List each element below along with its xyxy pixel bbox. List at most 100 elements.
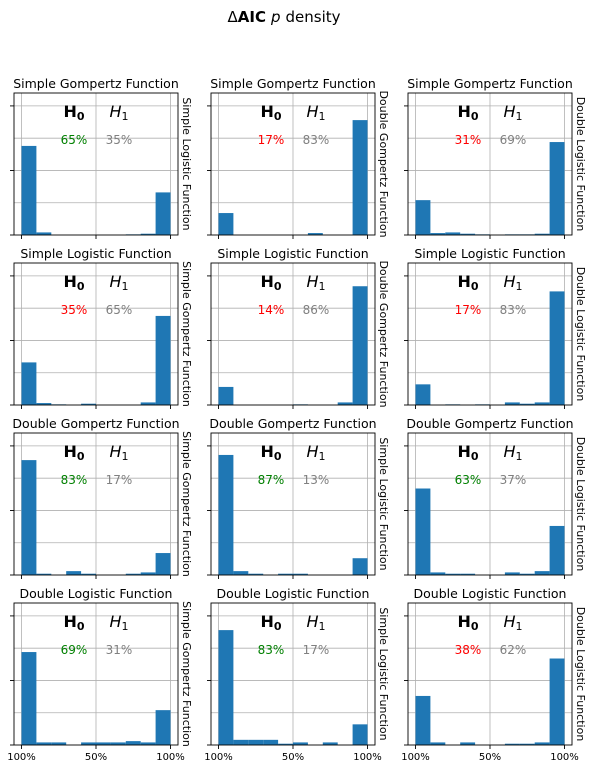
h0-subscript: 0 bbox=[274, 110, 282, 123]
panel-side-label: Simple Gompertz Function bbox=[180, 601, 193, 747]
h0-letter: H bbox=[63, 102, 76, 121]
histogram-bar bbox=[430, 742, 446, 745]
h0-percent: 83% bbox=[61, 473, 88, 487]
h0-letter: H bbox=[63, 612, 76, 631]
histogram-bar bbox=[81, 742, 96, 745]
h1-letter: H bbox=[109, 612, 121, 631]
histogram-bar bbox=[352, 286, 368, 405]
h0-letter: H bbox=[260, 272, 273, 291]
histogram-bar bbox=[293, 573, 308, 575]
h1-letter: H bbox=[503, 102, 515, 121]
h0-subscript: 0 bbox=[77, 280, 85, 293]
panel-side-label: Simple Gompertz Function bbox=[180, 431, 193, 577]
h0-label: H0 bbox=[457, 272, 478, 293]
h1-label: H1 bbox=[109, 442, 128, 463]
h1-percent: 31% bbox=[106, 643, 133, 657]
h0-subscript: 0 bbox=[77, 110, 85, 123]
panel-title: Simple Gompertz Function bbox=[13, 76, 179, 91]
h0-label: H0 bbox=[63, 612, 84, 633]
histogram-bar bbox=[307, 233, 323, 235]
h0-subscript: 0 bbox=[77, 450, 85, 463]
h0-letter: H bbox=[260, 102, 273, 121]
h1-label: H1 bbox=[109, 612, 128, 633]
h0-letter: H bbox=[457, 612, 470, 631]
h0-percent: 31% bbox=[455, 133, 482, 147]
panel: Simple Logistic Function Double Logistic … bbox=[404, 246, 587, 409]
histogram-bar bbox=[504, 572, 520, 575]
h1-label: H1 bbox=[503, 612, 522, 633]
panel-side-label: Simple Gompertz Function bbox=[180, 261, 193, 407]
h0-subscript: 0 bbox=[471, 620, 479, 633]
h1-subscript: 1 bbox=[319, 620, 326, 633]
h1-label: H1 bbox=[503, 442, 522, 463]
histogram-bar bbox=[337, 402, 353, 405]
h0-subscript: 0 bbox=[77, 620, 85, 633]
figure-title: ΔAIC p density bbox=[228, 8, 341, 26]
histogram-bar bbox=[460, 742, 476, 745]
h0-subscript: 0 bbox=[274, 280, 282, 293]
h0-percent: 65% bbox=[61, 133, 88, 147]
x-tick-label: 50% bbox=[282, 752, 304, 763]
h0-percent: 87% bbox=[258, 473, 285, 487]
histogram-bar bbox=[504, 743, 520, 745]
histogram-bar bbox=[155, 315, 171, 405]
h0-label: H0 bbox=[260, 442, 281, 463]
histogram-bar bbox=[51, 742, 67, 745]
histogram-bar bbox=[549, 291, 565, 405]
histogram-bar bbox=[248, 739, 264, 745]
histogram-bar bbox=[534, 742, 550, 745]
panel-title: Simple Logistic Function bbox=[414, 246, 565, 261]
x-tick-label: 100% bbox=[204, 752, 233, 763]
histogram-bar bbox=[36, 232, 52, 235]
title-aic: AIC bbox=[238, 8, 266, 26]
histogram-bar bbox=[36, 403, 52, 405]
h0-letter: H bbox=[63, 442, 76, 461]
h0-label: H0 bbox=[457, 612, 478, 633]
histogram-bar bbox=[125, 741, 141, 745]
h1-subscript: 1 bbox=[319, 110, 326, 123]
h0-letter: H bbox=[457, 272, 470, 291]
histogram-bar bbox=[21, 460, 37, 575]
histogram-bar bbox=[430, 233, 446, 235]
h1-letter: H bbox=[306, 612, 318, 631]
histogram-bar bbox=[233, 739, 249, 745]
panel: 100% 50% 100% Double Logistic Function Simpl… bbox=[204, 586, 390, 763]
histogram-bar bbox=[96, 742, 111, 745]
h0-percent: 69% bbox=[61, 643, 88, 657]
histogram-bar bbox=[352, 558, 368, 575]
h1-label: H1 bbox=[306, 272, 325, 293]
histogram-bar bbox=[278, 573, 293, 575]
h1-percent: 83% bbox=[303, 133, 330, 147]
h0-subscript: 0 bbox=[274, 450, 282, 463]
panel-side-label: Double Logistic Function bbox=[574, 437, 587, 572]
h0-percent: 38% bbox=[455, 643, 482, 657]
histogram-bar bbox=[21, 652, 37, 745]
h0-percent: 17% bbox=[455, 303, 482, 317]
panel: Simple Logistic Function Double Gompertz … bbox=[207, 246, 390, 409]
title-density: density bbox=[286, 8, 341, 26]
h1-letter: H bbox=[109, 102, 121, 121]
h1-percent: 83% bbox=[500, 303, 527, 317]
histogram-bar bbox=[218, 454, 234, 575]
histogram-bar bbox=[322, 742, 338, 745]
histogram-bar bbox=[21, 362, 37, 405]
histogram-bar bbox=[549, 658, 565, 745]
h1-percent: 62% bbox=[500, 643, 527, 657]
h0-percent: 14% bbox=[258, 303, 285, 317]
h0-label: H0 bbox=[63, 102, 84, 123]
h1-subscript: 1 bbox=[516, 450, 523, 463]
h1-percent: 86% bbox=[303, 303, 330, 317]
panel-side-label: Double Logistic Function bbox=[574, 607, 587, 742]
h1-label: H1 bbox=[306, 612, 325, 633]
histogram-bar bbox=[445, 232, 461, 235]
h1-subscript: 1 bbox=[319, 450, 326, 463]
h1-percent: 37% bbox=[500, 473, 527, 487]
h1-label: H1 bbox=[503, 102, 522, 123]
h1-letter: H bbox=[306, 102, 318, 121]
h1-percent: 17% bbox=[303, 643, 330, 657]
h1-percent: 17% bbox=[106, 473, 133, 487]
title-delta: Δ bbox=[228, 8, 239, 26]
